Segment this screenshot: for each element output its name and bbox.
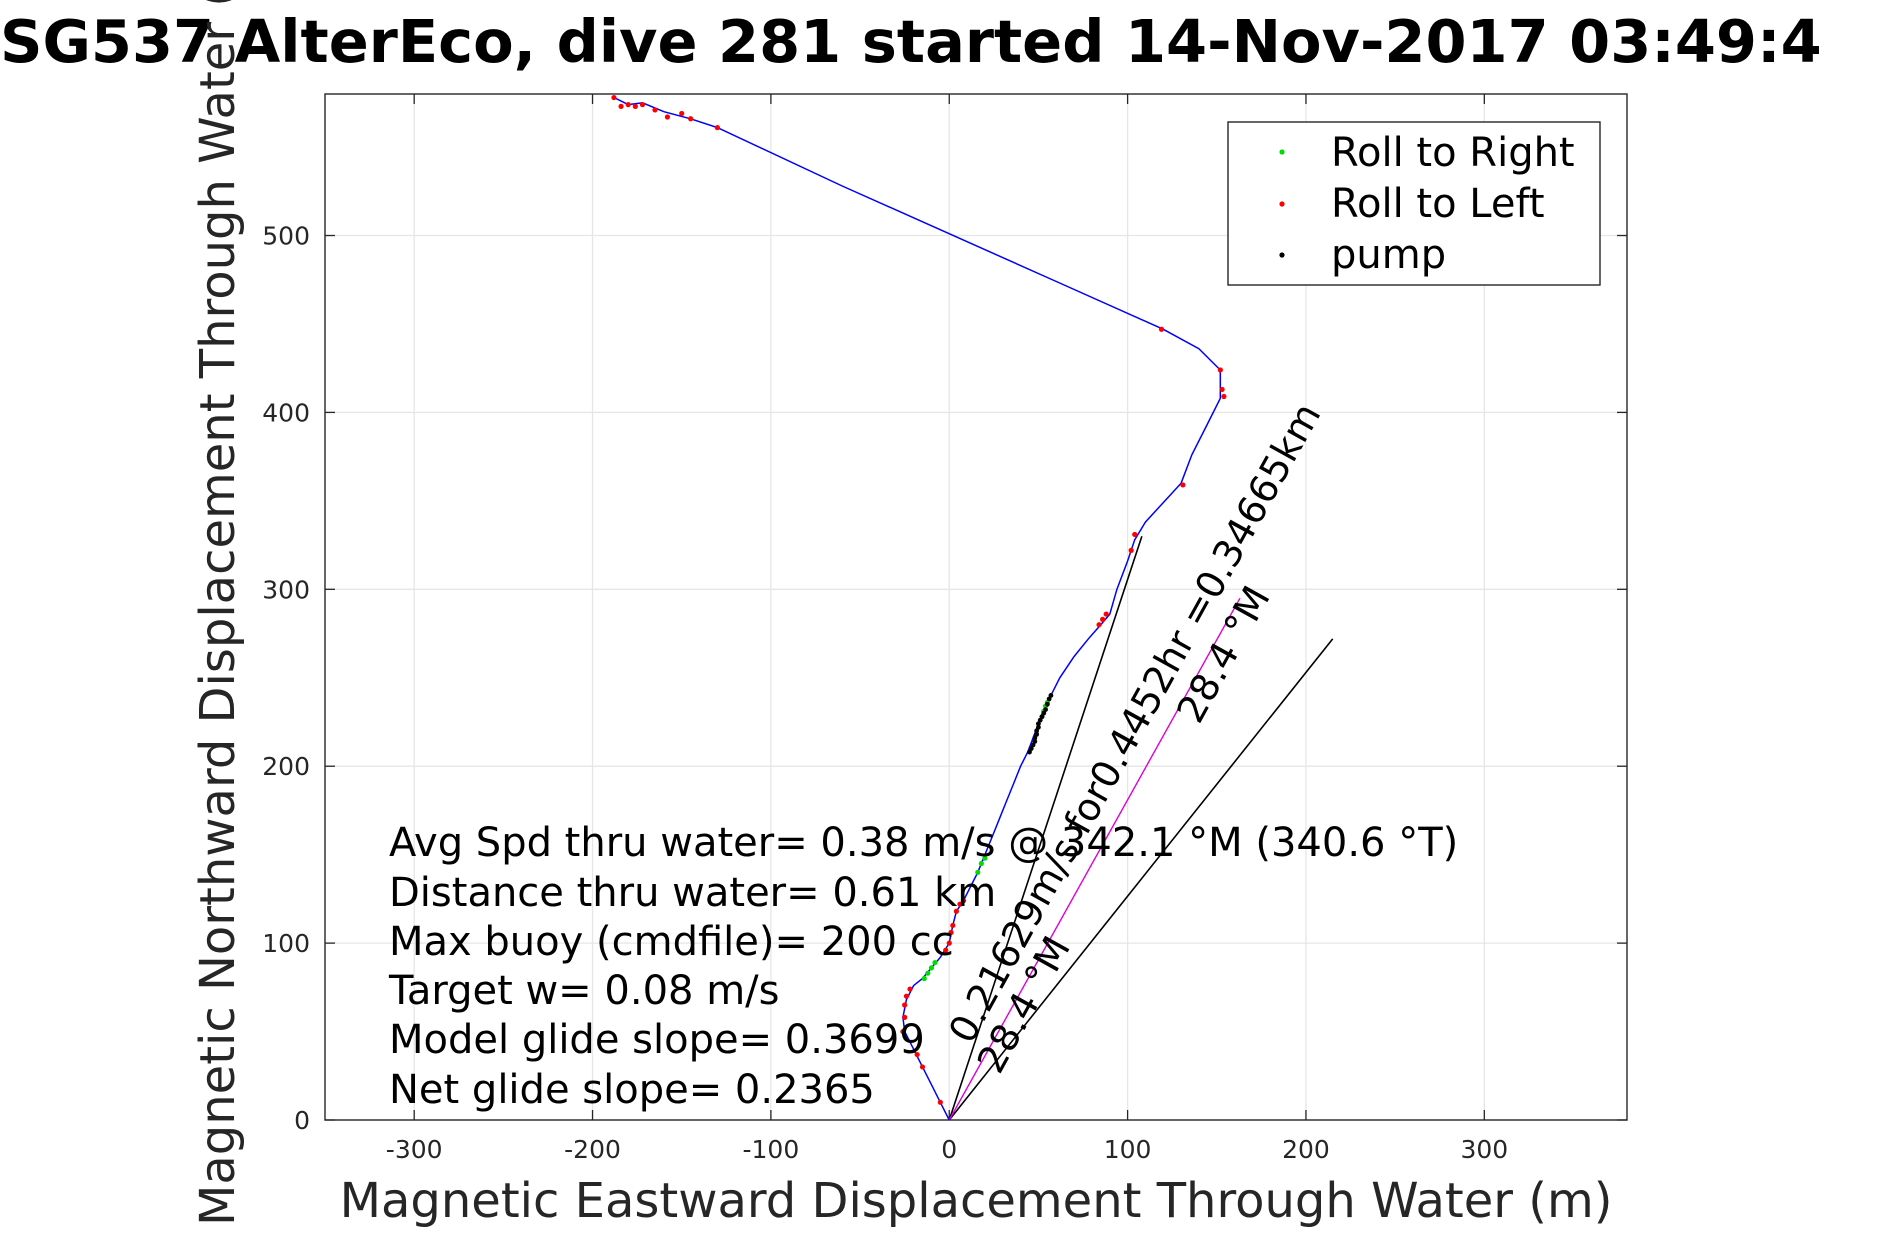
roll-right-point — [975, 869, 981, 875]
legend-pump-label: pump — [1331, 232, 1446, 278]
pump-point — [1036, 721, 1041, 727]
legend-roll-left-label: Roll to Left — [1331, 181, 1545, 227]
target-w-text: Target w= 0.08 m/s — [388, 968, 779, 1014]
roll-left-point — [900, 1028, 906, 1035]
avg-speed-text: Avg Spd thru water= 0.38 m/s @ 342.1 °M … — [389, 820, 1458, 866]
roll-left-point — [902, 1014, 908, 1021]
pump-point — [1048, 693, 1054, 698]
roll-right-point — [928, 965, 935, 971]
x-tick-label: 100 — [1104, 1135, 1152, 1164]
roll-left-point — [1096, 622, 1102, 628]
x-tick-label: 300 — [1460, 1135, 1508, 1164]
y-axis-label: Magnetic Northward Displacement Through … — [190, 0, 246, 1226]
legend: Roll to Right Roll to Left pump — [1227, 121, 1601, 286]
distance-text: Distance thru water= 0.61 km — [389, 870, 996, 916]
y-tick-labels: 0 100 200 300 400 500 — [262, 222, 310, 1135]
roll-left-point — [1180, 482, 1186, 488]
roll-left-point — [714, 125, 720, 131]
roll-left-point — [679, 110, 685, 117]
legend-roll-left-marker — [1279, 201, 1285, 207]
y-tick-label: 100 — [262, 929, 310, 958]
pump-point — [1028, 746, 1034, 751]
roll-left-point — [946, 940, 952, 946]
y-tick-label: 500 — [262, 222, 310, 251]
roll-left-point — [957, 901, 963, 907]
roll-left-point — [664, 114, 671, 120]
roll-left-point — [1100, 616, 1106, 622]
legend-roll-right-label: Roll to Right — [1331, 130, 1575, 176]
roll-left-point — [902, 1002, 908, 1008]
pump-point — [1037, 717, 1043, 723]
roll-right-point — [982, 855, 988, 861]
legend-roll-right-marker — [1279, 149, 1285, 155]
roll-left-point — [639, 102, 646, 108]
pump-point — [1046, 696, 1052, 702]
roll-left-point — [919, 1064, 926, 1070]
dive-statistics: Avg Spd thru water= 0.38 m/s @ 342.1 °M … — [388, 820, 1458, 1113]
roll-right-point — [921, 975, 927, 982]
x-tick-label: 0 — [941, 1135, 957, 1164]
roll-left-point — [1103, 611, 1109, 617]
roll-right-point — [978, 860, 984, 867]
x-tick-label: -300 — [386, 1135, 443, 1164]
roll-left-point — [1132, 531, 1138, 538]
roll-left-point — [1217, 367, 1223, 373]
roll-left-point — [1158, 326, 1165, 332]
y-tick-label: 0 — [294, 1106, 310, 1135]
roll-left-point — [1219, 386, 1225, 393]
roll-left-point — [688, 116, 694, 122]
chart-title: SG537 AlterEco, dive 281 started 14-Nov-… — [0, 7, 1822, 76]
heading-lines — [948, 535, 1334, 1121]
y-tick-label: 200 — [262, 752, 310, 781]
roll-left-point — [950, 922, 956, 929]
heading-line — [948, 535, 1143, 1121]
pump-point — [1027, 749, 1032, 755]
pump-point — [1039, 714, 1045, 720]
x-tick-label: 200 — [1282, 1135, 1330, 1164]
legend-box — [1227, 121, 1601, 286]
x-tick-label: -200 — [564, 1135, 621, 1164]
pump-point — [1036, 724, 1041, 730]
model-glide-text: Model glide slope= 0.3699 — [389, 1017, 925, 1063]
roll-right-point — [925, 970, 931, 976]
roll-left-point — [618, 103, 624, 109]
roll-left-point — [903, 993, 910, 999]
x-axis-label: Magnetic Eastward Displacement Through W… — [340, 1173, 1613, 1229]
roll-left-point — [943, 947, 949, 953]
roll-left-point — [625, 102, 631, 108]
roll-left-point — [937, 1099, 943, 1105]
roll-left-point — [611, 94, 617, 101]
x-tick-labels: -300 -200 -100 0 100 200 300 — [386, 1135, 1508, 1164]
roll-left-point — [914, 1051, 920, 1058]
pump-point — [1032, 739, 1038, 744]
roll-left-point — [953, 908, 959, 914]
roll-left-point — [960, 898, 967, 904]
x-tick-label: -100 — [743, 1135, 800, 1164]
roll-left-point — [1221, 393, 1227, 400]
y-tick-label: 400 — [262, 398, 310, 427]
pump-point — [1044, 701, 1050, 707]
y-tick-label: 300 — [262, 575, 310, 604]
pump-point — [1030, 742, 1036, 748]
roll-left-point — [1128, 547, 1134, 553]
pump-point — [1034, 731, 1040, 737]
legend-pump-marker — [1279, 252, 1285, 258]
plot-frame — [324, 93, 1628, 1121]
pump-point — [1043, 707, 1048, 712]
pump-point — [1034, 728, 1040, 734]
heading-line — [948, 638, 1334, 1121]
roll-left-point — [948, 929, 954, 936]
max-buoy-text: Max buoy (cmdfile)= 200 cc — [389, 919, 954, 965]
roll-left-point — [652, 107, 658, 113]
net-heading-line — [948, 597, 1241, 1121]
roll-left-point — [632, 103, 638, 109]
pump-point — [1041, 710, 1047, 716]
roll-markers — [611, 94, 1227, 1105]
roll-right-point — [932, 959, 938, 966]
pump-point — [1032, 735, 1038, 741]
roll-left-point — [907, 986, 913, 992]
net-glide-text: Net glide slope= 0.2365 — [389, 1067, 875, 1113]
